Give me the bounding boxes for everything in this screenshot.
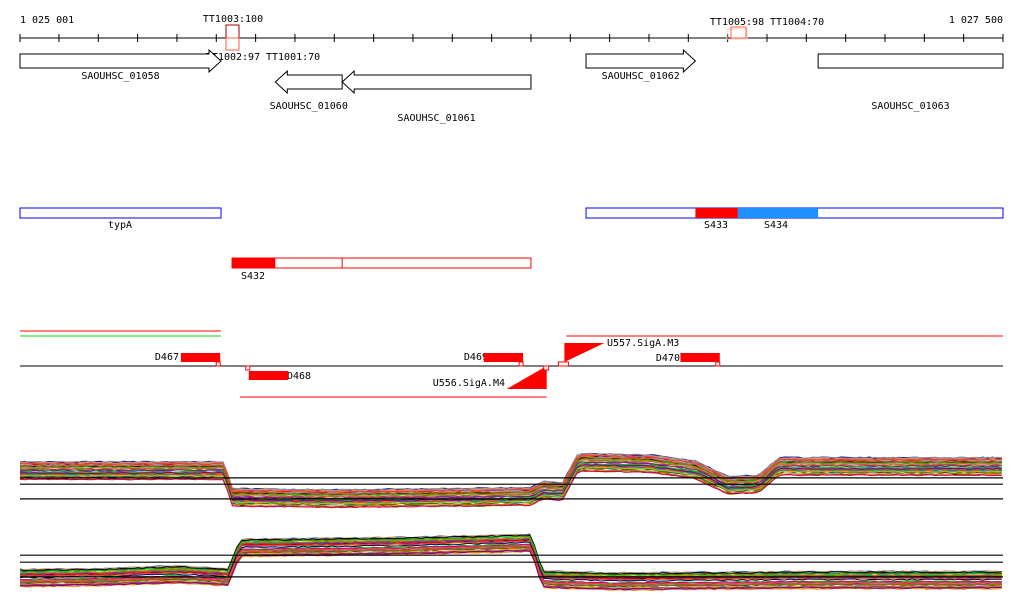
operon-segment[interactable] [232, 258, 276, 268]
operon-segment-label: S434 [764, 220, 788, 231]
expression-line [19, 535, 1002, 577]
expression-line [19, 457, 1002, 496]
expression-line [20, 463, 1002, 502]
signal-anchor [715, 361, 721, 367]
coordinate-ruler: 1 025 001 1 027 500 [19, 15, 1004, 42]
operon-box[interactable] [19, 207, 222, 219]
gene-track: SAOUHSC_01058 SAOUHSC_01060 SAOUHSC_01061 S… [19, 48, 1004, 124]
operon-box[interactable] [231, 257, 532, 269]
gene-label: SAOUHSC_01063 [871, 101, 949, 112]
terminator-marker[interactable] [225, 24, 240, 39]
expression-line [19, 534, 1002, 575]
terminator-marker[interactable] [225, 37, 240, 51]
operon-segment[interactable] [737, 208, 819, 218]
gene-label: SAOUHSC_01062 [602, 71, 680, 82]
operon-segment[interactable] [695, 208, 738, 218]
terminator-label: TT1003:100 [203, 14, 263, 25]
gene-arrow[interactable] [19, 48, 222, 74]
signal-box[interactable] [248, 371, 289, 380]
operon-label: typA [108, 220, 132, 231]
gene-arrow[interactable] [585, 48, 697, 74]
signal-label: D467 [155, 352, 179, 363]
signal-anchor [518, 361, 524, 367]
expression-line [19, 454, 1002, 493]
ruler-start-label: 1 025 001 [20, 15, 74, 26]
expression-line [19, 550, 1002, 591]
signal-anchor [245, 365, 251, 371]
signal-box[interactable] [483, 353, 524, 362]
terminator-track: TT1003:100 TT1002:97 TT1001:70 TT1005:98… [203, 14, 824, 63]
operon-label: S432 [241, 271, 265, 282]
gene-label: SAOUHSC_01058 [81, 71, 159, 82]
expression-line [19, 470, 1002, 509]
gene-arrow[interactable] [274, 69, 343, 95]
expression-line [19, 466, 1002, 505]
expression-line [19, 543, 1002, 584]
signal-box[interactable] [680, 353, 720, 362]
operon-track: typA S433 S434 S432 [19, 207, 1004, 282]
signal-box[interactable] [180, 353, 221, 362]
promoter-flag[interactable] [506, 366, 547, 389]
gene-arrow[interactable] [341, 69, 532, 95]
signal-anchor [215, 361, 221, 367]
gene-label: SAOUHSC_01060 [270, 101, 348, 112]
expression-line [19, 540, 1002, 582]
terminator-marker[interactable] [730, 26, 747, 39]
operon-segment-label: S433 [704, 220, 728, 231]
signal-label: D469 [464, 352, 488, 363]
expression-line [19, 456, 1002, 495]
signal-anchor [557, 361, 569, 367]
expression-line [19, 536, 1002, 578]
expression-line [19, 462, 1002, 502]
expression-line [19, 459, 1002, 498]
promoter-flag[interactable] [564, 343, 605, 362]
expression-line [19, 541, 1002, 582]
expression-track [19, 452, 1003, 591]
expression-line [20, 461, 1002, 499]
signal-label: D468 [287, 371, 311, 382]
terminator-label: TT1001:70 [266, 52, 320, 63]
promoter-label: U556.SigA.M4 [433, 378, 505, 389]
signal-label: D470 [656, 353, 680, 364]
signal-anchor [543, 365, 550, 371]
terminator-label: TT1004:70 [770, 17, 824, 28]
gene-label: SAOUHSC_01061 [397, 113, 475, 124]
gene-arrow[interactable] [817, 53, 1004, 69]
expression-line [19, 458, 1002, 497]
terminator-label: TT1005:98 [710, 17, 764, 28]
ruler-end-label: 1 027 500 [949, 15, 1003, 26]
expression-line [19, 453, 1002, 491]
signal-track: D467 D468 D469 D470 U556.SigA.M4 U557.Si… [20, 330, 1003, 398]
expression-line [19, 546, 1002, 587]
promoter-label: U557.SigA.M3 [607, 338, 679, 349]
terminator-marker[interactable] [726, 28, 748, 40]
terminator-label: TT1002:97 [206, 52, 260, 63]
